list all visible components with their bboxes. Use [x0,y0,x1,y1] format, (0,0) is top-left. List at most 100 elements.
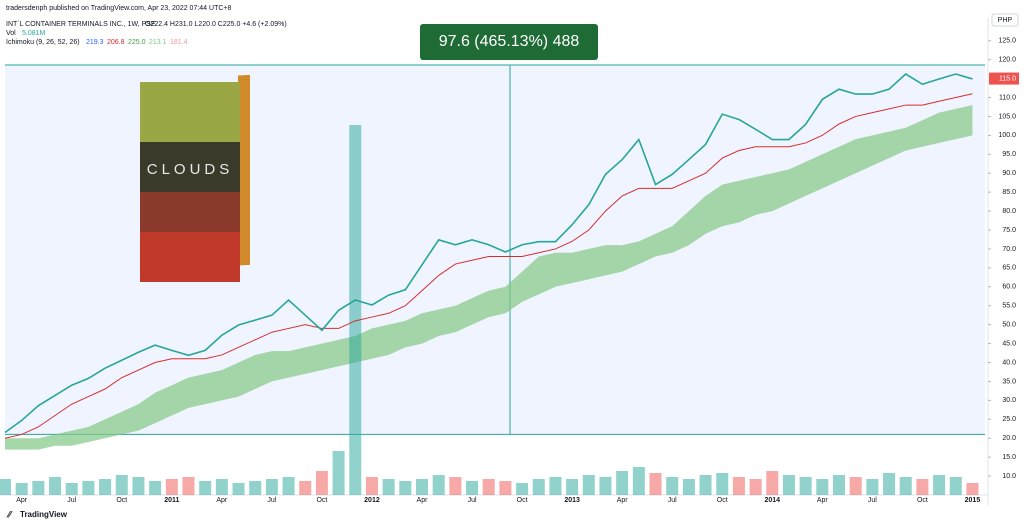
book-title: CLOUDS [147,161,234,178]
volume-bar [749,479,762,495]
volume-bar [949,477,962,495]
volume-bar [682,479,695,495]
y-tick-label: 30.0 [1002,397,1016,404]
volume-bar [365,477,378,495]
volume-bar [616,471,629,495]
y-tick-label: 90.0 [1002,170,1016,177]
x-tick-label: Oct [517,497,528,504]
currency: PHP [998,17,1013,24]
volume-bar [399,481,412,495]
y-tick-label: 15.0 [1002,454,1016,461]
volume-bar [232,483,245,495]
x-tick-label: Apr [617,497,629,504]
y-tick-label: 10.0 [1002,473,1016,480]
plot-layer [0,73,979,495]
volume-bar [566,479,579,495]
x-tick-label: Oct [717,497,728,504]
y-tick-label: 80.0 [1002,208,1016,215]
volume-bar [883,473,896,495]
volume-bar [732,477,745,495]
volume-bar [49,477,62,495]
volume-bar [816,479,829,495]
x-tick-label: 2013 [564,497,580,504]
symbol: INT`L CONTAINER TERMINALS INC., 1W, PSE [6,21,156,28]
volume-bar [766,471,779,495]
volume-bar [582,475,595,495]
volume-bar [332,451,345,495]
volume-bar [82,481,95,495]
volume-bar [916,479,929,495]
volume-bar [0,479,11,495]
volume-bar [933,475,946,495]
measure-label: 97.6 (465.13%) 488 [439,33,580,50]
y-tick-label: 40.0 [1002,359,1016,366]
volume-bar [416,479,428,495]
volume-bar [265,479,278,495]
volume-bar [716,473,729,495]
volume-bar [782,475,795,495]
currency-box [991,13,1019,27]
volume-bar [599,477,612,495]
volume-bar [866,479,879,495]
x-tick-label: Jul [267,497,276,504]
volume-bar [466,481,479,495]
indicator-value: 213.1 [149,39,167,46]
volume-bar [699,475,712,495]
x-tick-label: Oct [116,497,127,504]
x-tick-label: Apr [216,497,228,504]
volume-bar [315,471,328,495]
x-tick-label: Jul [67,497,76,504]
y-tick-label: 60.0 [1002,284,1016,291]
volume-bar [349,125,362,495]
volume-bar [449,477,462,495]
indicator-value: 206.8 [107,39,125,46]
volume-bar [632,467,645,495]
x-tick-label: Jul [668,497,677,504]
cloud [5,105,973,450]
volume-bar [966,483,979,495]
volume-bar [132,477,145,495]
volume-bar [165,479,178,495]
x-tick-label: Oct [316,497,327,504]
volume-bar [649,473,662,495]
volume-bar [666,477,679,495]
x-tick-label: 2014 [764,497,780,504]
x-tick-label: 2015 [965,497,981,504]
x-tick-label: Jul [468,497,477,504]
volume-bar [799,477,812,495]
x-tick-label: Oct [917,497,928,504]
volume-bar [382,479,395,495]
volume-bar [32,481,45,495]
x-tick-label: 2012 [364,497,380,504]
volume-bar [549,477,562,495]
volume-bar [149,481,162,495]
last-price-flag [989,72,1019,85]
logo: TradingView [20,510,68,519]
volume-bar [282,477,295,495]
book-image: CLOUDS [140,74,250,282]
last-price-label: 115.0 [999,75,1016,82]
published: tradersdenph published on TradingView.co… [6,5,231,12]
volume-bar [899,477,912,495]
volume-bar [299,481,312,495]
y-tick-label: 55.0 [1002,303,1016,310]
vol-label: Vol [6,30,16,37]
volume-bar [432,475,445,495]
volume-bar [115,475,128,495]
y-tick-label: 50.0 [1002,321,1016,328]
x-tick-label: Apr [16,497,28,504]
volume-bar [65,483,78,495]
vol-value: 5.081M [22,30,46,37]
volume-bar [182,477,195,495]
indicator: Ichimoku (9, 26, 52, 26) [6,39,80,46]
y-tick-label: 95.0 [1002,151,1016,158]
indicator-value: 219.3 [86,39,104,46]
y-tick-label: 125.0 [998,38,1016,45]
volume-bar [516,483,529,495]
y-tick-label: 100.0 [998,132,1016,139]
volume-bar [215,479,228,495]
volume-bar [249,481,262,495]
x-tick-label: 2011 [164,497,179,504]
